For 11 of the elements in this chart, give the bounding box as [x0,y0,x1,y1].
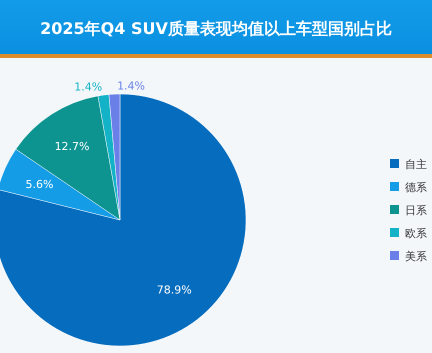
data-label: 1.4% [117,79,146,92]
legend-label: 美系 [405,250,427,263]
data-label: 5.6% [26,178,54,191]
legend-label: 欧系 [405,227,427,240]
chart-title: 2025年Q4 SUV质量表现均值以上车型国别占比 [40,19,392,38]
data-label: 12.7% [54,140,90,153]
legend-label: 自主 [405,158,427,171]
legend-label: 德系 [405,181,427,194]
data-label: 1.4% [74,80,102,94]
legend-label: 日系 [405,204,427,217]
data-label: 78.9% [156,284,192,297]
